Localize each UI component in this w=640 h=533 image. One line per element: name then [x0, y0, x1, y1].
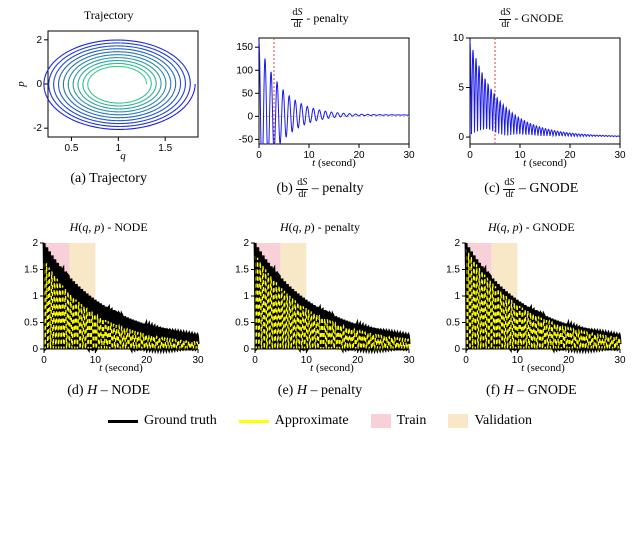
svg-text:0.5: 0.5: [64, 143, 78, 154]
svg-text:p: p: [15, 81, 27, 88]
svg-text:1.5: 1.5: [446, 265, 460, 276]
caption-h-penalty: (e) H – penalty: [278, 383, 362, 399]
panel-title-dsdt-gnode: dSdt - GNODE: [499, 8, 563, 30]
svg-text:0: 0: [41, 355, 47, 366]
svg-text:1: 1: [455, 291, 461, 302]
svg-text:30: 30: [192, 355, 204, 366]
caption-h-gnode: (f) H – GNODE: [486, 383, 577, 399]
svg-text:1: 1: [243, 291, 249, 302]
legend-swatch-train: [371, 414, 391, 428]
svg-text:0: 0: [464, 355, 470, 366]
svg-h-gnode: 010203000.511.52t (second): [436, 237, 626, 377]
plot-h-node: 010203000.511.52t (second): [14, 237, 204, 377]
caption-dsdt-penalty: (b) dSdt – penalty: [276, 178, 363, 200]
panel-dsdt-gnode: dSdt - GNODE 01020300510t (second) (c) d…: [431, 8, 632, 200]
svg-text:2: 2: [455, 238, 461, 249]
svg-text:0: 0: [247, 111, 253, 122]
plot-h-penalty: 010203000.511.52t (second): [225, 237, 415, 377]
plot-dsdt-penalty: 0102030-50050100150t (second): [225, 32, 415, 172]
svg-h-node: 010203000.511.52t (second): [14, 237, 204, 377]
svg-text:1.5: 1.5: [24, 265, 38, 276]
plot-h-gnode: 010203000.511.52t (second): [436, 237, 626, 377]
caption-dsdt-gnode: (c) dSdt – GNODE: [484, 178, 578, 200]
panel-title-h-penalty: H(q, p) - penalty: [280, 220, 360, 235]
svg-text:0.5: 0.5: [235, 318, 249, 329]
panel-title-trajectory: Trajectory: [84, 8, 134, 23]
svg-text:0.5: 0.5: [24, 318, 38, 329]
svg-text:t (second): t (second): [99, 362, 143, 374]
dsdt-frac-icon: dSdt: [291, 8, 303, 30]
svg-h-penalty: 010203000.511.52t (second): [225, 237, 415, 377]
legend-item-validation: Validation: [448, 413, 532, 429]
plot-dsdt-gnode: 01020300510t (second): [436, 32, 626, 172]
svg-text:50: 50: [242, 88, 254, 99]
legend-swatch-ground-truth: [108, 420, 138, 423]
legend-swatch-validation: [448, 414, 468, 428]
svg-text:30: 30: [403, 355, 415, 366]
legend-label: Ground truth: [144, 413, 217, 429]
plot-trajectory: 0.511.5-202qp: [14, 25, 204, 165]
panel-title-dsdt-penalty: dSdt - penalty: [291, 8, 348, 30]
svg-text:2: 2: [32, 238, 38, 249]
legend-label: Train: [397, 413, 427, 429]
figure-root: Trajectory 0.511.5-202qp (a) Trajectory …: [0, 0, 640, 533]
legend-swatch-approximate: [239, 420, 269, 423]
svg-text:q: q: [120, 150, 126, 162]
svg-text:1.5: 1.5: [235, 265, 249, 276]
svg-text:0: 0: [256, 150, 262, 161]
legend-label: Validation: [474, 413, 532, 429]
svg-text:2: 2: [243, 238, 249, 249]
svg-text:10: 10: [453, 33, 465, 44]
svg-text:t (second): t (second): [523, 157, 567, 169]
svg-text:30: 30: [615, 355, 627, 366]
legend-label: Approximate: [275, 413, 349, 429]
legend-item-ground-truth: Ground truth: [108, 413, 217, 429]
dsdt-frac-icon: dSdt: [503, 178, 515, 200]
svg-text:100: 100: [236, 65, 253, 76]
svg-text:0: 0: [455, 344, 461, 355]
panel-trajectory: Trajectory 0.511.5-202qp (a) Trajectory: [8, 8, 209, 200]
svg-text:t (second): t (second): [521, 362, 565, 374]
title-suffix: - GNODE: [511, 11, 563, 25]
panel-title-h-gnode: H(q, p) - GNODE: [488, 220, 575, 235]
caption-trajectory: (a) Trajectory: [70, 171, 147, 187]
svg-text:5: 5: [459, 83, 465, 94]
svg-dsdt-gnode: 01020300510t (second): [436, 32, 626, 172]
svg-text:0: 0: [32, 344, 38, 355]
panel-h-node: H(q, p) - NODE 010203000.511.52t (second…: [8, 220, 209, 399]
svg-text:0: 0: [459, 132, 465, 143]
panel-dsdt-penalty: dSdt - penalty 0102030-50050100150t (sec…: [219, 8, 420, 200]
svg-text:0: 0: [252, 355, 258, 366]
caption-h-node: (d) H – NODE: [67, 383, 150, 399]
title-suffix: - penalty: [303, 11, 348, 25]
panel-h-penalty: H(q, p) - penalty 010203000.511.52t (sec…: [219, 220, 420, 399]
svg-text:1: 1: [32, 291, 38, 302]
panel-title-h-node: H(q, p) - NODE: [70, 220, 148, 235]
svg-text:t (second): t (second): [310, 362, 354, 374]
svg-text:0.5: 0.5: [446, 318, 460, 329]
svg-text:150: 150: [236, 42, 253, 53]
svg-text:2: 2: [36, 35, 42, 46]
svg-text:-2: -2: [33, 123, 42, 134]
svg-text:30: 30: [403, 150, 415, 161]
figure-legend: Ground truth Approximate Train Validatio…: [8, 413, 632, 429]
svg-trajectory: 0.511.5-202qp: [14, 25, 204, 165]
svg-dsdt-penalty: 0102030-50050100150t (second): [225, 32, 415, 172]
svg-text:t (second): t (second): [312, 157, 356, 169]
dsdt-frac-icon: dSdt: [296, 178, 308, 200]
svg-text:0: 0: [468, 150, 474, 161]
panel-h-gnode: H(q, p) - GNODE 010203000.511.52t (secon…: [431, 220, 632, 399]
legend-item-train: Train: [371, 413, 427, 429]
legend-item-approximate: Approximate: [239, 413, 349, 429]
svg-text:-50: -50: [239, 134, 254, 145]
svg-text:0: 0: [243, 344, 249, 355]
dsdt-frac-icon: dSdt: [499, 8, 511, 30]
svg-text:30: 30: [615, 150, 627, 161]
panel-grid: Trajectory 0.511.5-202qp (a) Trajectory …: [8, 8, 632, 399]
svg-text:0: 0: [36, 79, 42, 90]
svg-text:1.5: 1.5: [158, 143, 172, 154]
